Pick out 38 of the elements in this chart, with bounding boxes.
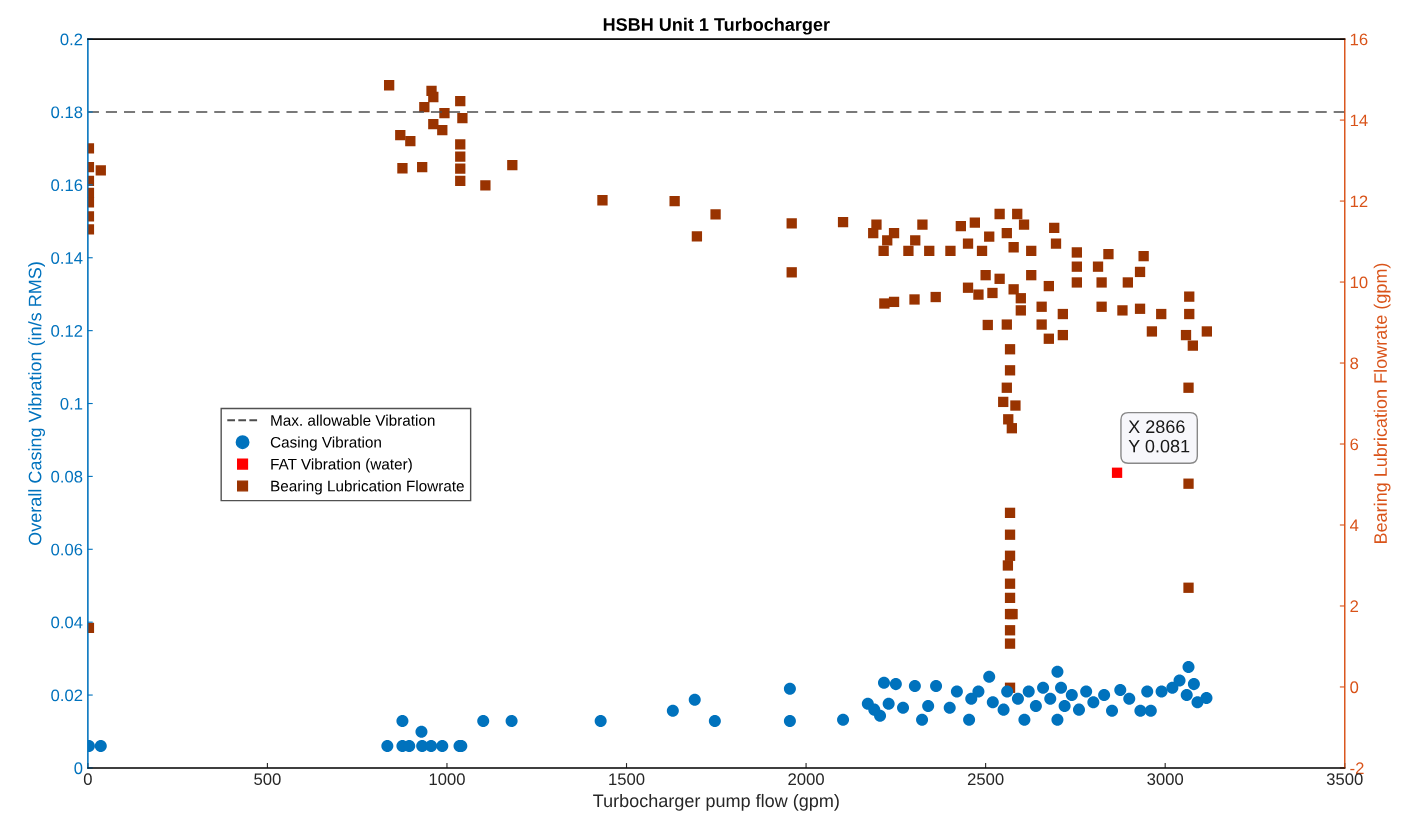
x-tick-label: 3500 [1326,773,1363,786]
y2-tick-label: 8 [1350,357,1359,370]
y-tick-label: 0 [74,762,83,775]
x-tick-label: 2000 [788,773,824,786]
y-axis-title: Overall Casing Vibration (in/s RMS) [28,262,45,545]
legend-label: Casing Vibration [270,436,381,451]
y2-tick-label: 16 [1350,33,1368,46]
y2-tick-label: -2 [1350,762,1364,774]
x-tick-label: 1000 [429,773,465,786]
y-tick-label: 0.16 [51,179,83,192]
x-tick-label: 0 [83,773,92,786]
y-tick-label: 0.12 [51,325,83,337]
legend-label: FAT Vibration (water) [271,458,412,473]
chart-title: HSBH Unit 1 Turbocharger [603,17,830,35]
x-axis-title: Turbocharger pump flow (gpm) [593,793,839,811]
y-tick-label: 0.14 [51,252,83,264]
x-tick-label: 3000 [1147,773,1184,786]
y-tick-label: 0.18 [51,106,83,119]
y-tick-label: 0.2 [60,33,83,46]
x-tick-label: 2500 [967,773,1004,786]
y2-tick-label: 2 [1350,600,1359,613]
y2-tick-label: 6 [1350,438,1359,451]
y2-tick-label: 0 [1350,681,1359,694]
y2-tick-label: 10 [1350,276,1368,289]
y-tick-label: 0.08 [51,470,83,483]
annotation: X 2866 Y 0.081 [1128,420,1190,453]
x-tick-label: 1500 [609,773,645,786]
legend-label: Bearing Lubrication Flowrate [271,480,464,495]
legend-label: Max. allowable Vibration [271,414,435,426]
y-tick-label: 0.02 [51,689,83,702]
y2-tick-label: 12 [1350,195,1368,208]
y-tick-label: 0.04 [51,616,83,629]
y2-tick-label: 14 [1350,114,1368,127]
y2-tick-label: 4 [1349,519,1359,532]
x-tick-label: 500 [254,773,281,786]
y2-axis-title: Bearing Lubrication Flowrate (gpm) [1373,263,1391,544]
y-tick-label: 0.06 [51,543,83,556]
y-tick-label: 0.1 [60,397,83,410]
